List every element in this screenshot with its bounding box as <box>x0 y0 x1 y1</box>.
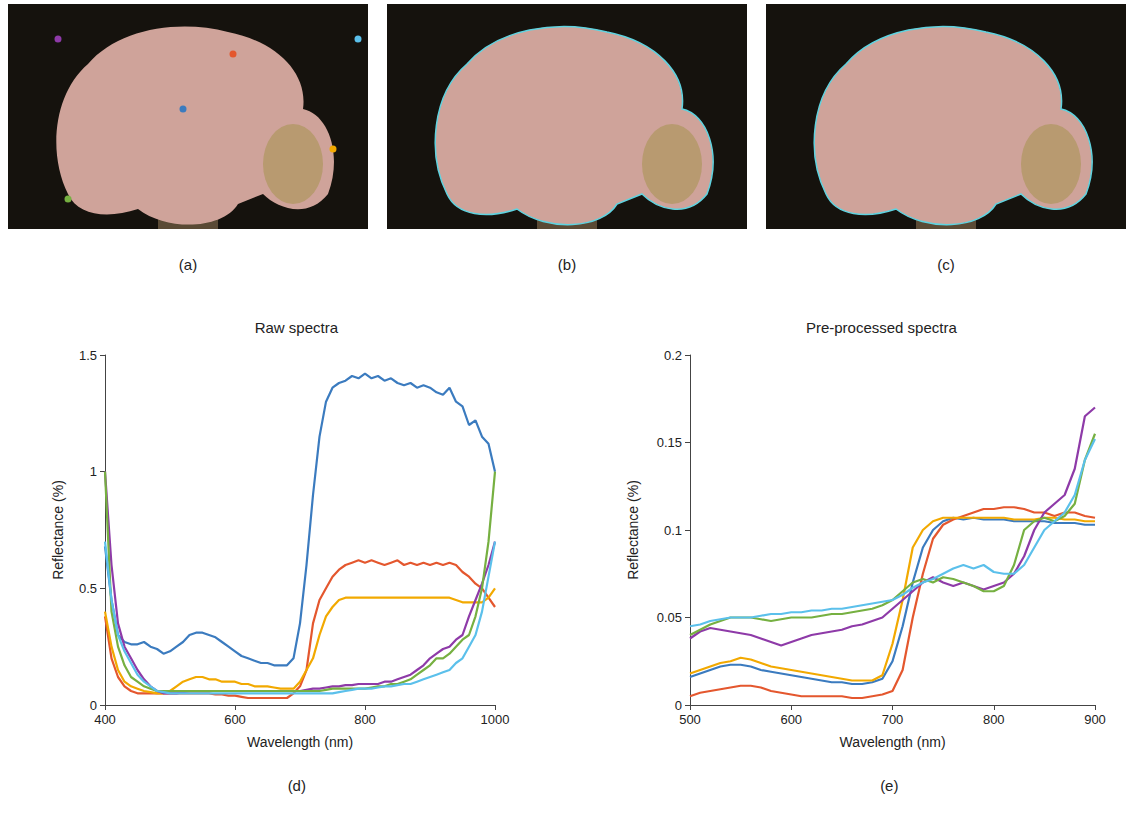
svg-text:500: 500 <box>679 712 701 727</box>
html-text:(b): (b) <box>557 256 577 273</box>
svg-text:600: 600 <box>780 712 802 727</box>
svg-text:(d): (d) <box>288 777 306 794</box>
svg-text:0.5: 0.5 <box>79 581 97 596</box>
svg-text:800: 800 <box>983 712 1005 727</box>
svg-text:Pre-processed spectra: Pre-processed spectra <box>806 319 958 336</box>
svg-text:0.15: 0.15 <box>657 435 682 450</box>
svg-text:Wavelength (nm): Wavelength (nm) <box>839 734 945 750</box>
html-text:(c): (c) <box>937 256 955 273</box>
svg-text:1: 1 <box>90 464 97 479</box>
svg-text:0: 0 <box>675 698 682 713</box>
svg-text:600: 600 <box>224 712 246 727</box>
svg-text:700: 700 <box>882 712 904 727</box>
html-text:(a): (a) <box>178 256 198 273</box>
svg-text:900: 900 <box>1084 712 1106 727</box>
svg-text:0.1: 0.1 <box>664 523 682 538</box>
svg-text:Raw spectra: Raw spectra <box>255 319 339 336</box>
svg-text:0: 0 <box>90 698 97 713</box>
svg-text:1000: 1000 <box>481 712 510 727</box>
svg-text:Wavelength (nm): Wavelength (nm) <box>247 734 353 750</box>
svg-text:Reflectance (%): Reflectance (%) <box>625 480 641 580</box>
svg-text:800: 800 <box>354 712 376 727</box>
svg-text:0.05: 0.05 <box>657 610 682 625</box>
svg-text:0.2: 0.2 <box>664 348 682 363</box>
svg-text:1.5: 1.5 <box>79 348 97 363</box>
svg-text:400: 400 <box>94 712 116 727</box>
svg-text:Reflectance (%): Reflectance (%) <box>50 480 66 580</box>
svg-text:(e): (e) <box>880 777 898 794</box>
